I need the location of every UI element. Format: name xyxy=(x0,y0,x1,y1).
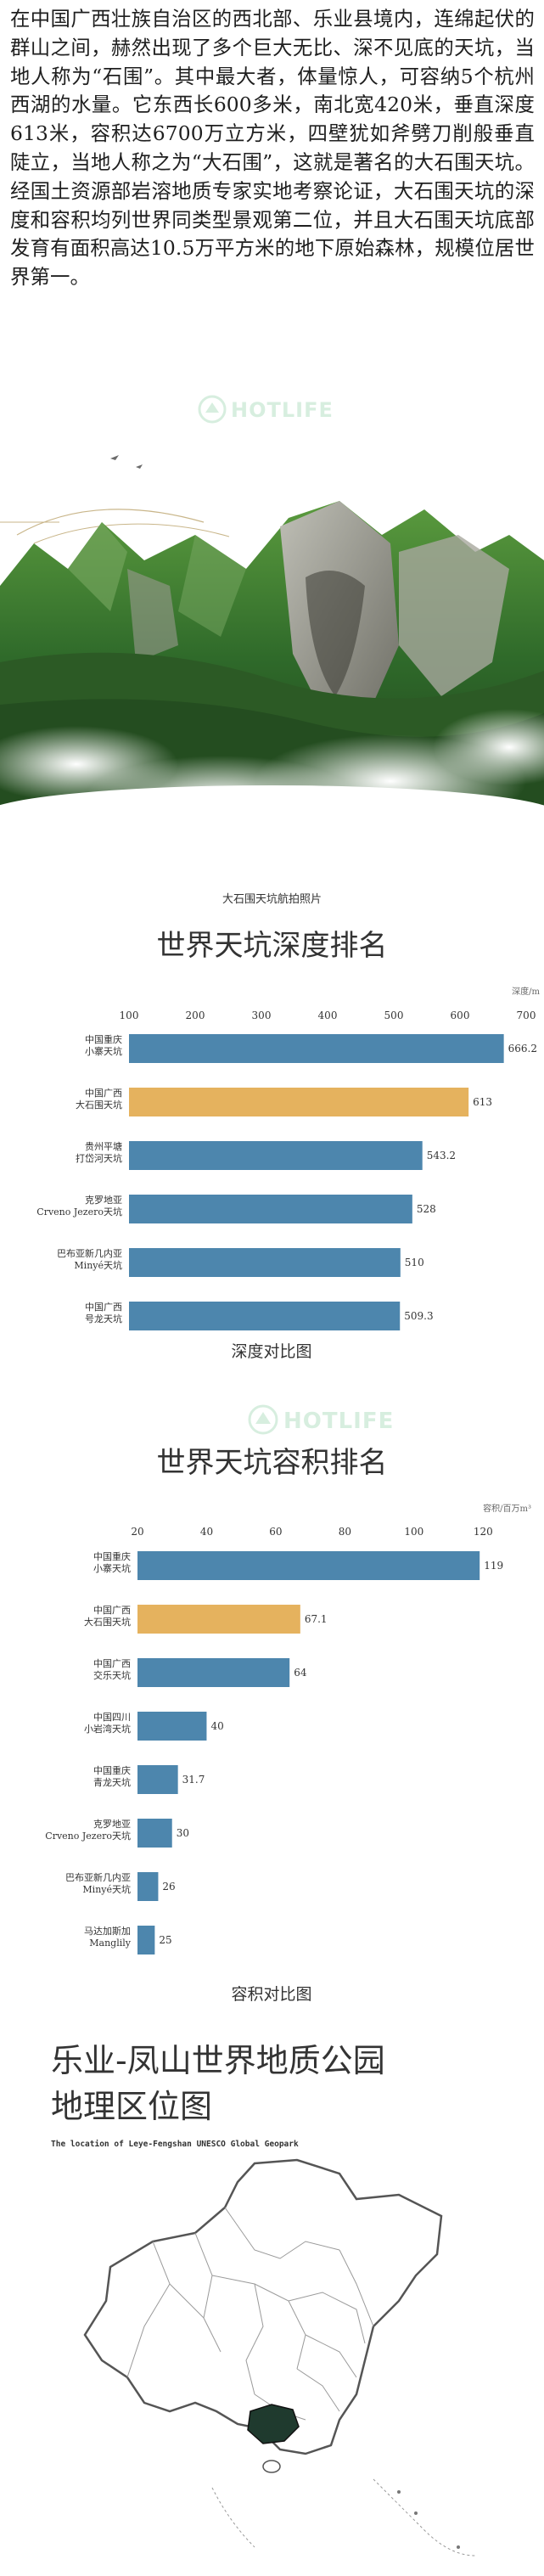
axis-unit-label: 容积/百万m³ xyxy=(483,1503,531,1514)
svg-text:HOTLIFE: HOTLIFE xyxy=(283,1409,394,1434)
category-label: 小寨天坑 xyxy=(93,1562,131,1574)
hainan-island xyxy=(262,2460,281,2473)
bar-value-label: 613 xyxy=(473,1096,492,1108)
bar-value-label: 64 xyxy=(294,1667,307,1679)
axis-tick-label: 100 xyxy=(404,1526,423,1538)
axis-tick-label: 80 xyxy=(339,1526,351,1538)
axis-tick-label: 100 xyxy=(120,1010,139,1021)
bar xyxy=(129,1248,401,1277)
watermark-logo-2: HOTLIFE xyxy=(246,1401,399,1445)
category-label: 号龙天坑 xyxy=(85,1313,122,1325)
category-label: 马达加斯加 xyxy=(84,1926,131,1937)
volume-bar-chart: 20 40 60 80 100 120容积/百万m³119中国重庆小寨天坑67.1中国广西… xyxy=(45,1503,531,2004)
karst-aerial-photo xyxy=(0,442,544,866)
bar-value-label: 25 xyxy=(159,1934,171,1946)
bar xyxy=(129,1034,504,1063)
guangxi-region xyxy=(247,2404,300,2444)
province-borders xyxy=(126,2207,374,2421)
china-location-map xyxy=(83,2158,476,2556)
bar-value-label: 67.1 xyxy=(305,1613,328,1625)
category-label: 中国广西 xyxy=(93,1658,131,1669)
category-label: 贵州平塘 xyxy=(85,1140,122,1152)
category-label: Manglily xyxy=(89,1938,132,1949)
bar xyxy=(137,1926,155,1954)
bar xyxy=(137,1605,300,1634)
bar-value-label: 40 xyxy=(210,1720,223,1732)
bar-value-label: 509.3 xyxy=(404,1310,433,1322)
bar xyxy=(137,1819,172,1848)
category-label: 大石围天坑 xyxy=(84,1616,131,1628)
chart-caption: 深度对比图 xyxy=(231,1342,311,1361)
map-subtitle: The location of Leye-Fengshan UNESCO Glo… xyxy=(51,2140,299,2149)
category-label: 克罗地亚 xyxy=(85,1195,122,1206)
bar-value-label: 528 xyxy=(417,1203,436,1215)
intro-paragraph: 在中国广西壮族自治区的西北部、乐业县境内，连绵起伏的群山之间，赫然出现了多个巨大… xyxy=(10,7,535,290)
bar-value-label: 26 xyxy=(162,1881,175,1893)
bar xyxy=(137,1765,178,1794)
category-label: 中国广西 xyxy=(85,1302,122,1313)
bar xyxy=(137,1658,290,1687)
bar-value-label: 510 xyxy=(405,1257,424,1268)
category-label: Minyé天坑 xyxy=(82,1883,131,1895)
category-label: 中国重庆 xyxy=(85,1033,122,1045)
axis-tick-label: 60 xyxy=(269,1526,282,1538)
bar xyxy=(129,1088,469,1116)
category-label: 中国重庆 xyxy=(93,1764,131,1776)
category-label: 中国四川 xyxy=(93,1712,131,1723)
watermark-icon: HOTLIFE xyxy=(248,1404,394,1435)
category-label: 小寨天坑 xyxy=(85,1045,122,1057)
axis-tick-label: 20 xyxy=(131,1526,143,1538)
category-label: 大石围天坑 xyxy=(76,1099,122,1111)
category-label: 打岱河天坑 xyxy=(76,1152,122,1164)
category-label: 小岩湾天坑 xyxy=(84,1723,131,1735)
watermark-icon: HOTLIFE xyxy=(198,395,333,424)
category-label: 交乐天坑 xyxy=(93,1669,131,1681)
category-label: 中国重庆 xyxy=(93,1550,131,1562)
depth-chart-title: 世界天坑深度排名 xyxy=(156,929,388,963)
bar-value-label: 31.7 xyxy=(182,1774,205,1786)
bar xyxy=(129,1302,401,1330)
bar xyxy=(129,1195,412,1223)
axis-tick-label: 700 xyxy=(517,1010,536,1021)
axis-tick-label: 120 xyxy=(474,1526,493,1538)
bar xyxy=(137,1712,207,1741)
svg-text:HOTLIFE: HOTLIFE xyxy=(231,398,333,422)
axis-tick-label: 40 xyxy=(200,1526,213,1538)
axis-tick-label: 400 xyxy=(318,1010,338,1021)
category-label: 克罗地亚 xyxy=(93,1819,131,1830)
axis-unit-label: 深度/m xyxy=(512,986,540,997)
axis-tick-label: 200 xyxy=(186,1010,205,1021)
category-label: Crveno Jezero天坑 xyxy=(36,1206,122,1218)
volume-chart-title: 世界天坑容积排名 xyxy=(156,1446,388,1480)
bar xyxy=(137,1551,480,1580)
bar-value-label: 666.2 xyxy=(508,1043,537,1055)
chart-caption: 容积对比图 xyxy=(231,1985,311,2004)
axis-tick-label: 600 xyxy=(451,1010,470,1021)
watermark-logo: HOTLIFE xyxy=(197,392,333,433)
mountain-illustration xyxy=(0,455,544,866)
axis-tick-label: 300 xyxy=(252,1010,272,1021)
bar-value-label: 543.2 xyxy=(427,1150,456,1161)
bar-value-label: 119 xyxy=(484,1560,503,1572)
bar-value-label: 30 xyxy=(177,1827,189,1839)
map-title-line1: 乐业-凤山世界地质公园 xyxy=(51,2042,385,2079)
axis-tick-label: 500 xyxy=(384,1010,404,1021)
category-label: Minyé天坑 xyxy=(74,1259,122,1271)
category-label: 巴布亚新几内亚 xyxy=(65,1871,131,1883)
category-label: 中国广西 xyxy=(93,1605,131,1616)
category-label: Crveno Jezero天坑 xyxy=(45,1830,131,1842)
category-label: 青龙天坑 xyxy=(93,1776,131,1788)
photo-caption: 大石围天坑航拍照片 xyxy=(222,893,322,906)
bar xyxy=(129,1141,423,1170)
map-title-line2: 地理区位图 xyxy=(51,2088,213,2125)
category-label: 中国广西 xyxy=(85,1088,122,1099)
bar xyxy=(137,1872,159,1901)
category-label: 巴布亚新几内亚 xyxy=(57,1247,122,1259)
